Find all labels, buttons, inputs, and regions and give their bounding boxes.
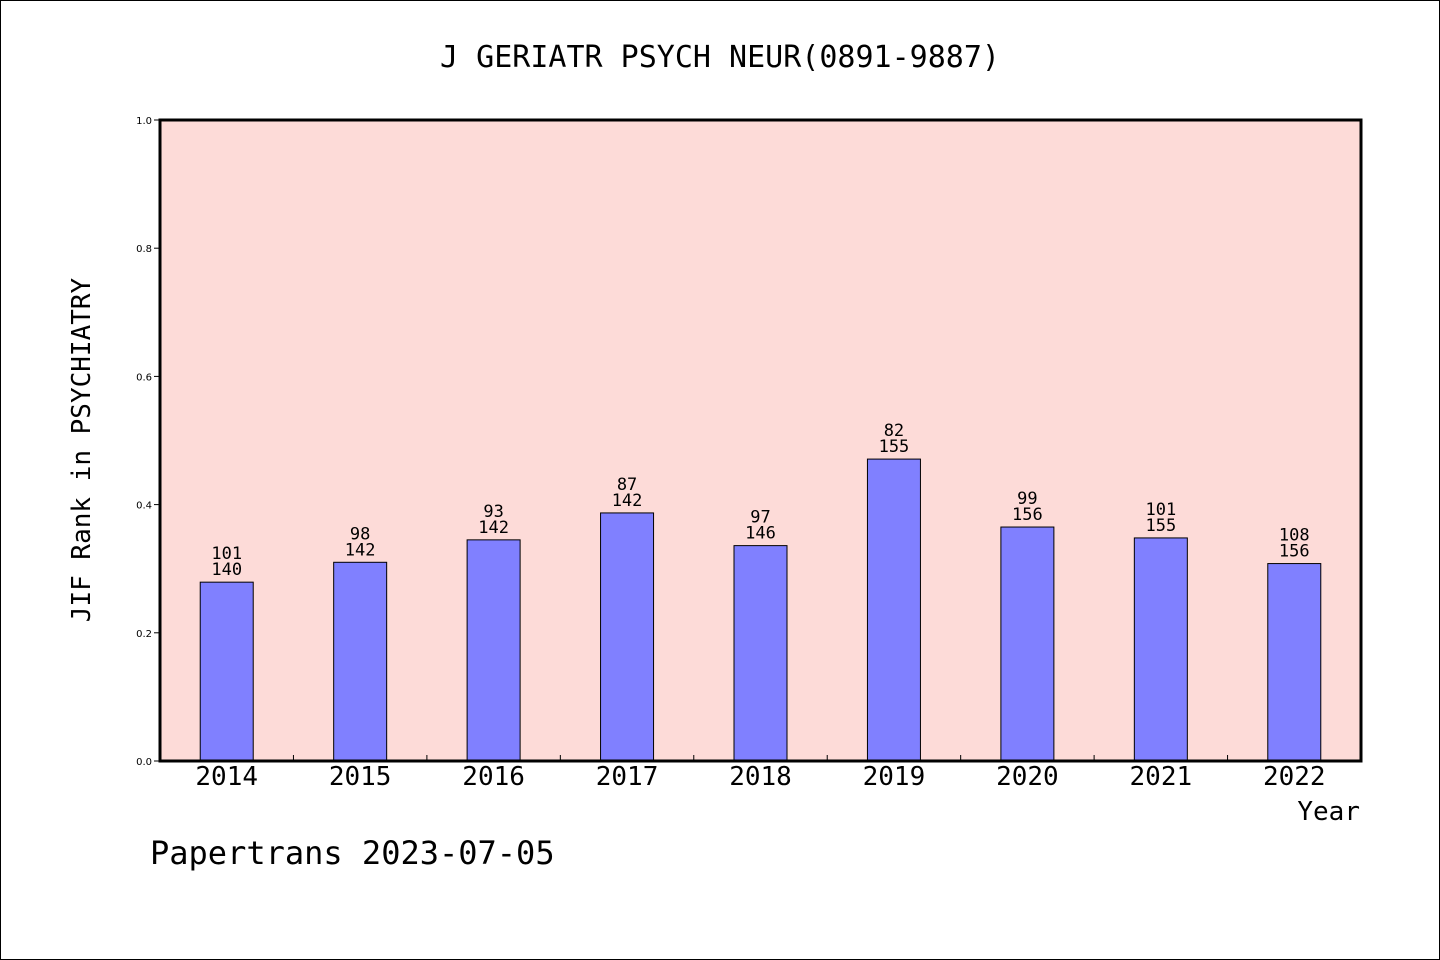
x-tick-label: 2015 — [329, 762, 392, 792]
bar-rank-label: 99 — [1017, 489, 1037, 509]
bar-total-label: 142 — [478, 518, 509, 538]
plot-border — [158, 118, 1363, 763]
bar-total-label: 156 — [1012, 505, 1043, 525]
bar-rank-label: 87 — [617, 475, 637, 495]
bar-total-label: 142 — [612, 491, 643, 511]
bar-2018 — [733, 545, 788, 762]
bar-total-label: 156 — [1279, 542, 1310, 562]
bar-rank-label: 82 — [884, 421, 904, 441]
bar-2016 — [466, 539, 521, 762]
x-tick-label: 2020 — [996, 762, 1059, 792]
x-axis-ticks: 2014 2015 2016 2017 2018 2019 2020 2021 2022 — [195, 755, 1326, 792]
x-tick-label: 2017 — [596, 762, 659, 792]
bar-total-label: 146 — [745, 524, 776, 544]
bar-rank-label: 108 — [1279, 526, 1310, 546]
bar-total-label: 155 — [1145, 516, 1176, 536]
bar-2019 — [866, 458, 921, 762]
bar-rank-label: 101 — [1145, 500, 1176, 520]
bar-rank-label: 93 — [483, 502, 503, 522]
bar-2014 — [199, 581, 254, 762]
x-tick-label: 2022 — [1263, 762, 1326, 792]
bar-total-label: 155 — [879, 437, 910, 457]
y-tick-label: 0.4 — [136, 501, 152, 512]
x-tick-label: 2018 — [729, 762, 792, 792]
x-axis-label: Year — [1297, 797, 1360, 827]
bar-rank-label: 98 — [350, 524, 370, 544]
y-tick-label: 0.0 — [136, 757, 152, 768]
bar-2020 — [1000, 526, 1055, 762]
y-tick-label: 0.2 — [136, 629, 152, 640]
bar-2022 — [1267, 563, 1322, 762]
bar-total-label: 140 — [211, 560, 242, 580]
y-tick-label: 0.6 — [136, 372, 152, 383]
bar-rank-label: 97 — [750, 508, 770, 528]
y-axis-ticks: 0.0 0.2 0.4 0.6 0.8 1.0 — [136, 116, 160, 768]
chart-title: J GERIATR PSYCH NEUR(0891-9887) — [440, 40, 1000, 75]
y-axis-label: JIF Rank in PSYCHIATRY — [67, 277, 97, 622]
x-tick-label: 2014 — [195, 762, 258, 792]
x-tick-label: 2019 — [863, 762, 926, 792]
bar-2021 — [1133, 537, 1188, 762]
y-tick-label: 1.0 — [136, 116, 152, 127]
bar-rank-label: 101 — [211, 544, 242, 564]
bar-total-label: 142 — [345, 540, 376, 560]
x-tick-label: 2021 — [1130, 762, 1193, 792]
y-tick-label: 0.8 — [136, 244, 152, 255]
x-tick-label: 2016 — [462, 762, 525, 792]
bar-2017 — [600, 512, 655, 762]
footer-credit: Papertrans 2023-07-05 — [150, 834, 555, 872]
bar-2015 — [333, 561, 388, 762]
